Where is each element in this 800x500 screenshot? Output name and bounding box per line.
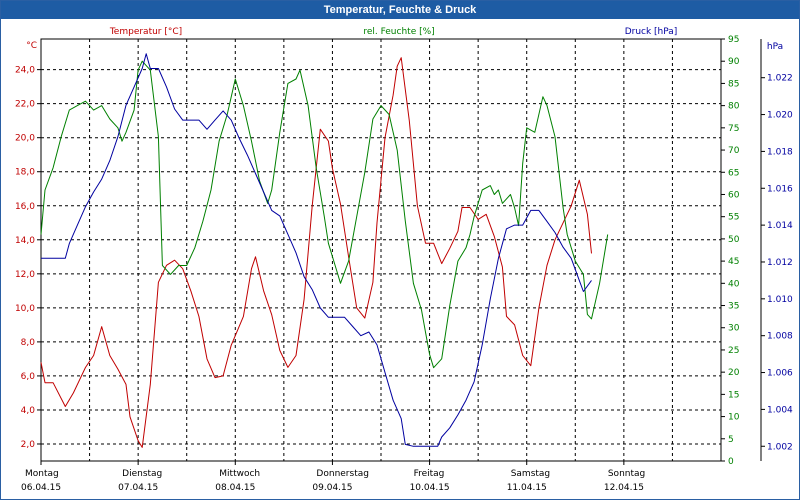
pressure-tick-label: 1.006 — [767, 369, 793, 379]
pressure-tick-label: 1.016 — [767, 184, 793, 194]
series-line-humidity — [40, 60, 609, 369]
chart-grid — [41, 39, 721, 461]
humidity-tick-label: 25 — [728, 346, 739, 356]
x-tick-day: Mittwoch — [219, 469, 260, 479]
chart-labels: 2,0 4,0 6,0 8,0 10,0 12,0 14,0 16,0 18,0 20,0 22,0… — [15, 27, 793, 493]
temperature-tick-label: 18,0 — [15, 168, 35, 178]
x-tick-day: Montag — [25, 469, 59, 479]
x-tick-date: 08.04.15 — [215, 483, 255, 493]
humidity-tick-label: 30 — [728, 324, 740, 334]
x-tick-day: Sonntag — [608, 469, 645, 479]
humidity-tick-label: 95 — [728, 35, 739, 45]
humidity-tick-label: 90 — [728, 57, 740, 67]
humidity-tick-label: 65 — [728, 168, 739, 178]
humidity-tick-label: 45 — [728, 257, 739, 267]
temperature-tick-label: 24,0 — [15, 66, 35, 76]
x-tick-date: 10.04.15 — [410, 483, 450, 493]
pressure-tick-label: 1.004 — [767, 405, 793, 415]
chart-series — [40, 53, 609, 448]
temperature-tick-label: 20,0 — [15, 134, 35, 144]
temperature-tick-label: 6,0 — [21, 372, 36, 382]
humidity-tick-label: 20 — [728, 368, 740, 378]
series-line-temperature — [40, 57, 592, 448]
humidity-tick-label: 80 — [728, 102, 740, 112]
humidity-tick-label: 75 — [728, 124, 739, 134]
temperature-tick-label: 4,0 — [21, 406, 36, 416]
pressure-tick-label: 1.018 — [767, 147, 793, 157]
temperature-tick-label: 8,0 — [21, 338, 36, 348]
x-tick-date: 12.04.15 — [604, 483, 644, 493]
pressure-unit-label: hPa — [767, 42, 783, 52]
pressure-tick-label: 1.012 — [767, 258, 793, 268]
chart-canvas: 2,0 4,0 6,0 8,0 10,0 12,0 14,0 16,0 18,0 20,0 22,0… — [15, 27, 793, 493]
x-tick-day: Freitag — [414, 469, 445, 479]
pressure-axis-title: Druck [hPa] — [625, 27, 678, 37]
pressure-tick-label: 1.022 — [767, 74, 793, 84]
humidity-axis-title: rel. Feuchte [%] — [363, 27, 434, 37]
series-line-pressure — [41, 53, 592, 447]
humidity-tick-label: 15 — [728, 390, 739, 400]
humidity-tick-label: 5 — [728, 435, 734, 445]
humidity-tick-label: 0 — [728, 457, 734, 467]
pressure-tick-label: 1.008 — [767, 332, 793, 342]
x-tick-date: 07.04.15 — [118, 483, 158, 493]
temperature-tick-label: 12,0 — [15, 270, 35, 280]
x-tick-date: 06.04.15 — [21, 483, 61, 493]
x-tick-date: 11.04.15 — [507, 483, 547, 493]
pressure-tick-label: 1.020 — [767, 111, 793, 121]
temperature-tick-label: 2,0 — [21, 440, 36, 450]
humidity-tick-label: 10 — [728, 413, 740, 423]
x-tick-day: Donnerstag — [316, 469, 369, 479]
temperature-unit-label: °C — [26, 41, 37, 51]
humidity-tick-label: 40 — [728, 279, 740, 289]
humidity-tick-label: 35 — [728, 302, 739, 312]
pressure-tick-label: 1.010 — [767, 295, 793, 305]
humidity-tick-label: 60 — [728, 190, 740, 200]
x-tick-day: Dienstag — [122, 469, 162, 479]
chart-axes — [37, 38, 765, 465]
pressure-tick-label: 1.014 — [767, 221, 793, 231]
humidity-tick-label: 85 — [728, 79, 739, 89]
humidity-tick-label: 50 — [728, 235, 740, 245]
x-tick-date: 09.04.15 — [312, 483, 352, 493]
pressure-tick-label: 1.002 — [767, 442, 793, 452]
temperature-tick-label: 14,0 — [15, 236, 35, 246]
x-tick-day: Samstag — [511, 469, 550, 479]
humidity-tick-label: 70 — [728, 146, 740, 156]
window-title: Temperatur, Feuchte & Druck — [1, 1, 799, 19]
plot-area-border — [40, 38, 722, 462]
temperature-tick-label: 16,0 — [15, 202, 35, 212]
temperature-tick-label: 10,0 — [15, 304, 35, 314]
temperature-tick-label: 22,0 — [15, 100, 35, 110]
temperature-axis-title: Temperatur [°C] — [109, 27, 182, 37]
humidity-tick-label: 55 — [728, 213, 739, 223]
